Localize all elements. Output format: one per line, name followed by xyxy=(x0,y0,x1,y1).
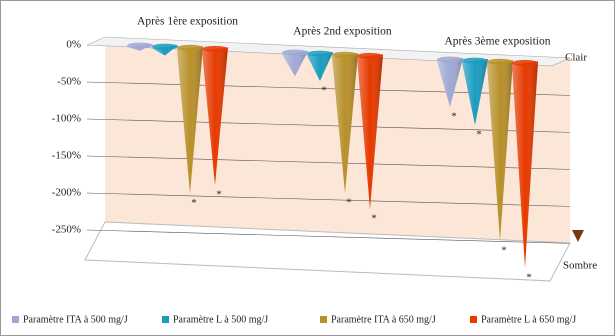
cone-top xyxy=(512,59,538,66)
cone-shade xyxy=(437,57,463,107)
legend-label: Paramètre L à 500 mg/J xyxy=(173,314,268,325)
category-label: Après 2nd exposition xyxy=(293,26,392,38)
significance-mark: * xyxy=(346,197,352,209)
legend-swatch xyxy=(162,316,169,323)
cone-top xyxy=(357,52,383,59)
cone xyxy=(307,50,333,82)
legend-swatch xyxy=(470,316,477,323)
y-tick-label: -200% xyxy=(52,187,81,199)
cone-shade xyxy=(332,53,358,194)
cone-shade xyxy=(282,51,308,77)
cone xyxy=(487,58,513,241)
cone-top xyxy=(127,42,153,49)
cone xyxy=(282,49,308,77)
cone xyxy=(177,44,203,194)
significance-mark: * xyxy=(216,189,222,201)
cone-shade xyxy=(512,61,538,268)
significance-mark: * xyxy=(191,197,197,209)
legend-label: Paramètre L à 650 mg/J xyxy=(481,314,576,325)
significance-mark: * xyxy=(526,271,532,283)
significance-mark: * xyxy=(451,110,457,122)
significance-mark: * xyxy=(371,213,377,225)
cone-top xyxy=(282,49,308,56)
plot-area: 0% -50% -100% -150% -200% -250% Après 1ère exp… xyxy=(52,16,571,283)
cone xyxy=(437,56,463,107)
cone-shade xyxy=(357,54,383,210)
significance-mark: * xyxy=(476,129,482,141)
cone-top xyxy=(307,50,333,57)
scale-arrow-head xyxy=(572,230,584,242)
grid-line xyxy=(86,118,571,133)
grid-line xyxy=(86,155,571,170)
category-label: Après 1ère exposition xyxy=(137,16,238,28)
cone-shade xyxy=(487,60,513,241)
floor xyxy=(84,221,571,282)
legend-swatch xyxy=(320,316,327,323)
y-tick-label: 0% xyxy=(66,39,81,51)
cone-shade xyxy=(307,52,333,82)
cone-top xyxy=(462,57,488,64)
grid-line xyxy=(86,229,571,244)
cone xyxy=(332,51,358,194)
legend-label: Paramètre ITA à 650 mg/J xyxy=(331,314,436,325)
category-label: Après 3ème exposition xyxy=(444,36,550,48)
cone-top xyxy=(437,56,463,63)
cone xyxy=(357,52,383,210)
scale-top-label: Clair xyxy=(565,52,587,64)
cone xyxy=(127,42,153,51)
cone-shade xyxy=(177,46,203,194)
cone xyxy=(462,57,488,125)
cone xyxy=(512,59,538,268)
scale-bottom-label: Sombre xyxy=(563,260,597,272)
cone-top xyxy=(487,58,513,65)
significance-mark: * xyxy=(501,244,507,256)
cone-shade xyxy=(202,47,228,186)
legend-label: Paramètre ITA à 500 mg/J xyxy=(23,314,128,325)
significance-mark: * xyxy=(321,85,327,97)
cone xyxy=(152,43,178,56)
cone-top xyxy=(152,43,178,50)
cone-top xyxy=(332,51,358,58)
y-tick-label: -250% xyxy=(52,224,81,236)
y-tick-label: -50% xyxy=(57,76,81,88)
y-tick-label: -100% xyxy=(52,113,81,125)
grid-line xyxy=(86,192,571,207)
cone-top xyxy=(177,44,203,51)
cone-top xyxy=(202,45,228,52)
legend-swatch xyxy=(12,316,19,323)
y-tick-label: -150% xyxy=(52,150,81,162)
cone xyxy=(202,45,228,186)
cone-shade xyxy=(462,59,488,125)
